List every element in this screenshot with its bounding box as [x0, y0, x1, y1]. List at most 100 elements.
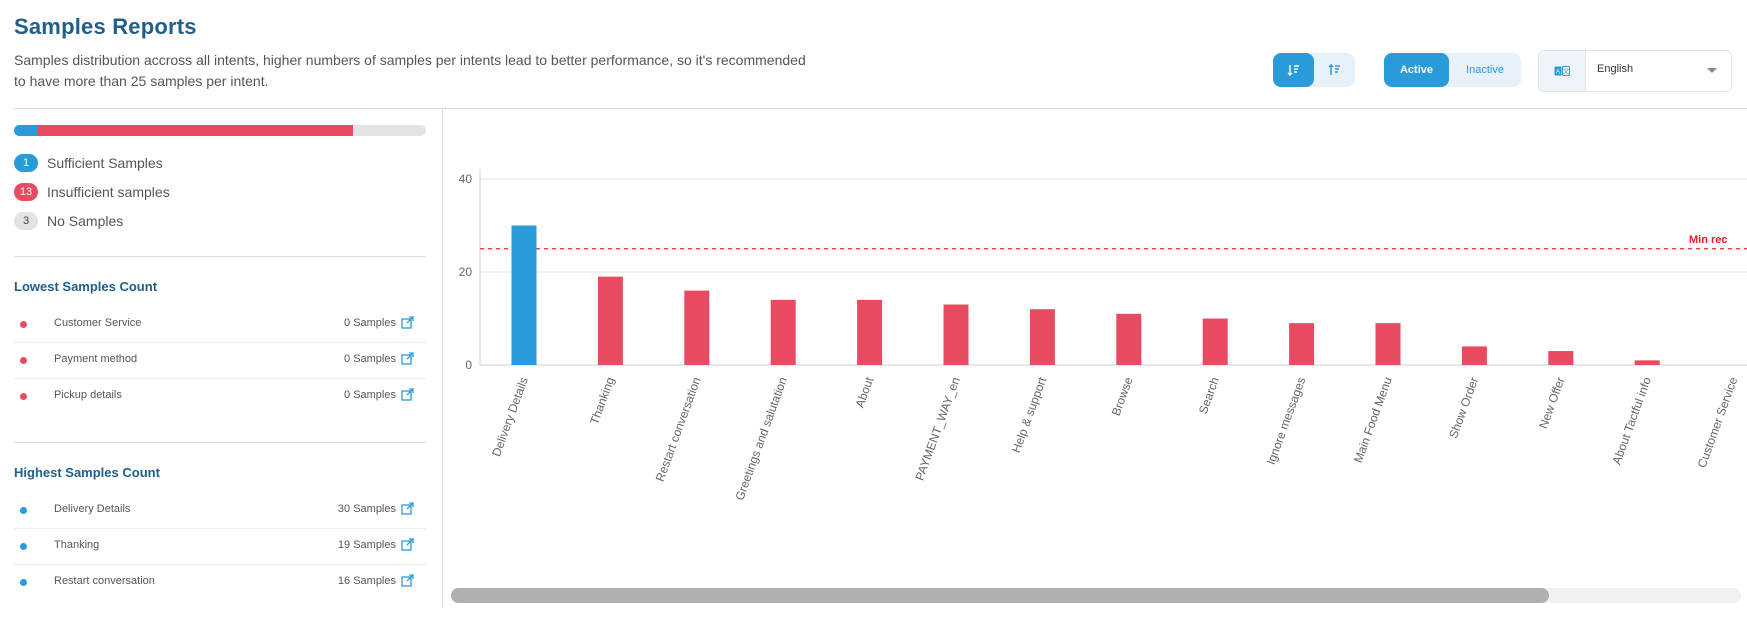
x-tick-label: About: [853, 375, 877, 410]
inactive-button[interactable]: Inactive: [1466, 64, 1504, 76]
x-tick-label: Restart conversation: [653, 375, 704, 483]
sufficient-dot: [20, 543, 27, 550]
legend-none: 3 No Samples: [14, 211, 123, 231]
bar: [1029, 309, 1055, 365]
panel-divider: [442, 108, 443, 608]
sufficient-dot: [20, 507, 27, 514]
chevron-down-icon: [1707, 68, 1717, 73]
intent-name: Pickup details: [54, 389, 122, 401]
x-tick-label: Ignore messages: [1264, 375, 1309, 466]
list-item: Delivery Details 30 Samples: [14, 492, 426, 529]
x-tick-label: Main Food Menu: [1351, 375, 1395, 464]
sample-count: 30 Samples: [337, 503, 396, 515]
x-tick-label: Search: [1196, 375, 1222, 416]
list-item: Restart conversation 16 Samples: [14, 564, 426, 600]
sufficient-dot: [20, 579, 27, 586]
header-divider: [14, 108, 1747, 109]
page-title: Samples Reports: [14, 14, 197, 39]
external-link-icon[interactable]: [401, 316, 414, 329]
lowest-title: Lowest Samples Count: [14, 279, 158, 294]
sample-count: 0 Samples: [344, 317, 396, 329]
status-toggle: Active Inactive: [1384, 53, 1521, 87]
x-tick-label: Greetings and salutation: [732, 375, 790, 502]
sufficient-count-badge: 1: [14, 154, 38, 172]
list-item: Payment method 0 Samples: [14, 342, 426, 379]
external-link-icon[interactable]: [401, 574, 414, 587]
y-tick-label: 20: [459, 265, 473, 279]
samples-progress-bar: [14, 125, 426, 136]
sample-count: 16 Samples: [337, 575, 396, 587]
bar: [1202, 318, 1228, 365]
intent-name: Restart conversation: [54, 575, 155, 587]
external-link-icon[interactable]: [401, 352, 414, 365]
insufficient-label: Insufficient samples: [47, 184, 170, 200]
language-value: English: [1597, 63, 1634, 75]
bar: [943, 304, 969, 365]
none-label: No Samples: [47, 213, 124, 229]
section-divider: [14, 442, 426, 443]
sufficient-label: Sufficient Samples: [47, 155, 163, 171]
x-tick-label: Help & support: [1009, 375, 1050, 455]
svg-text:文: 文: [1563, 68, 1569, 76]
x-tick-label: New Offer: [1536, 375, 1568, 430]
subtitle-line-1: Samples distribution accross all intents…: [14, 52, 806, 68]
list-item: Customer Service 0 Samples: [14, 306, 426, 343]
external-link-icon[interactable]: [401, 502, 414, 515]
sort-toggle: [1273, 53, 1355, 87]
samples-bar-chart: 0 20 40 Min rec Delivery Details Thanking Rest…: [459, 169, 1747, 502]
y-tick-label: 40: [459, 172, 473, 186]
subtitle-line-2: to have more than 25 samples per intent.: [14, 73, 269, 89]
legend-sufficient: 1 Sufficient Samples: [14, 153, 163, 173]
x-tick-label: About Tactful info: [1609, 375, 1654, 466]
bar: [511, 225, 537, 365]
chart-scrollbar[interactable]: [451, 588, 1741, 603]
svg-text:A: A: [1556, 70, 1560, 76]
bar: [684, 290, 710, 365]
bar: [857, 299, 883, 365]
y-tick-label: 0: [465, 358, 472, 372]
sample-count: 0 Samples: [344, 389, 396, 401]
bar: [770, 299, 796, 365]
sample-count: 19 Samples: [337, 539, 396, 551]
sort-descending-button[interactable]: [1273, 53, 1314, 87]
intent-name: Thanking: [54, 539, 100, 551]
sample-count: 0 Samples: [344, 353, 396, 365]
intent-name: Payment method: [54, 353, 138, 365]
sort-ascending-button[interactable]: [1314, 53, 1355, 87]
bar: [597, 276, 623, 365]
intent-name: Customer Service: [54, 317, 142, 329]
x-tick-label: Browse: [1109, 375, 1136, 418]
bar: [1634, 360, 1660, 365]
language-select[interactable]: A 文 English: [1538, 50, 1732, 92]
list-item: Pickup details 0 Samples: [14, 378, 426, 414]
page-subtitle: Samples distribution accross all intents…: [14, 50, 914, 92]
section-divider: [14, 256, 426, 257]
external-link-icon[interactable]: [401, 538, 414, 551]
insufficient-dot: [20, 321, 27, 328]
bar: [1116, 313, 1142, 365]
list-item: Thanking 19 Samples: [14, 528, 426, 565]
legend-insufficient: 13 Insufficient samples: [14, 182, 170, 202]
bar: [1375, 323, 1401, 365]
insufficient-dot: [20, 357, 27, 364]
x-tick-label: Thanking: [587, 375, 617, 426]
sort-ascending-icon: [1328, 64, 1340, 75]
translate-icon: A 文: [1539, 51, 1586, 91]
x-tick-label: Delivery Details: [489, 375, 531, 458]
x-tick-label: Show Order: [1446, 375, 1481, 440]
insufficient-dot: [20, 393, 27, 400]
scrollbar-thumb[interactable]: [451, 588, 1549, 603]
sort-descending-icon: [1287, 65, 1299, 76]
active-button[interactable]: Active: [1384, 53, 1449, 87]
x-tick-label: Customer Service: [1695, 375, 1741, 470]
x-tick-label: PAYMENT_WAY_en: [912, 375, 962, 482]
external-link-icon[interactable]: [401, 388, 414, 401]
intent-name: Delivery Details: [54, 503, 131, 515]
progress-sufficient: [14, 125, 38, 136]
insufficient-count-badge: 13: [14, 183, 38, 201]
bar: [1548, 351, 1574, 365]
bar: [1461, 346, 1487, 365]
bar: [1289, 323, 1315, 365]
none-count-badge: 3: [14, 212, 38, 230]
highest-title: Highest Samples Count: [14, 465, 160, 480]
